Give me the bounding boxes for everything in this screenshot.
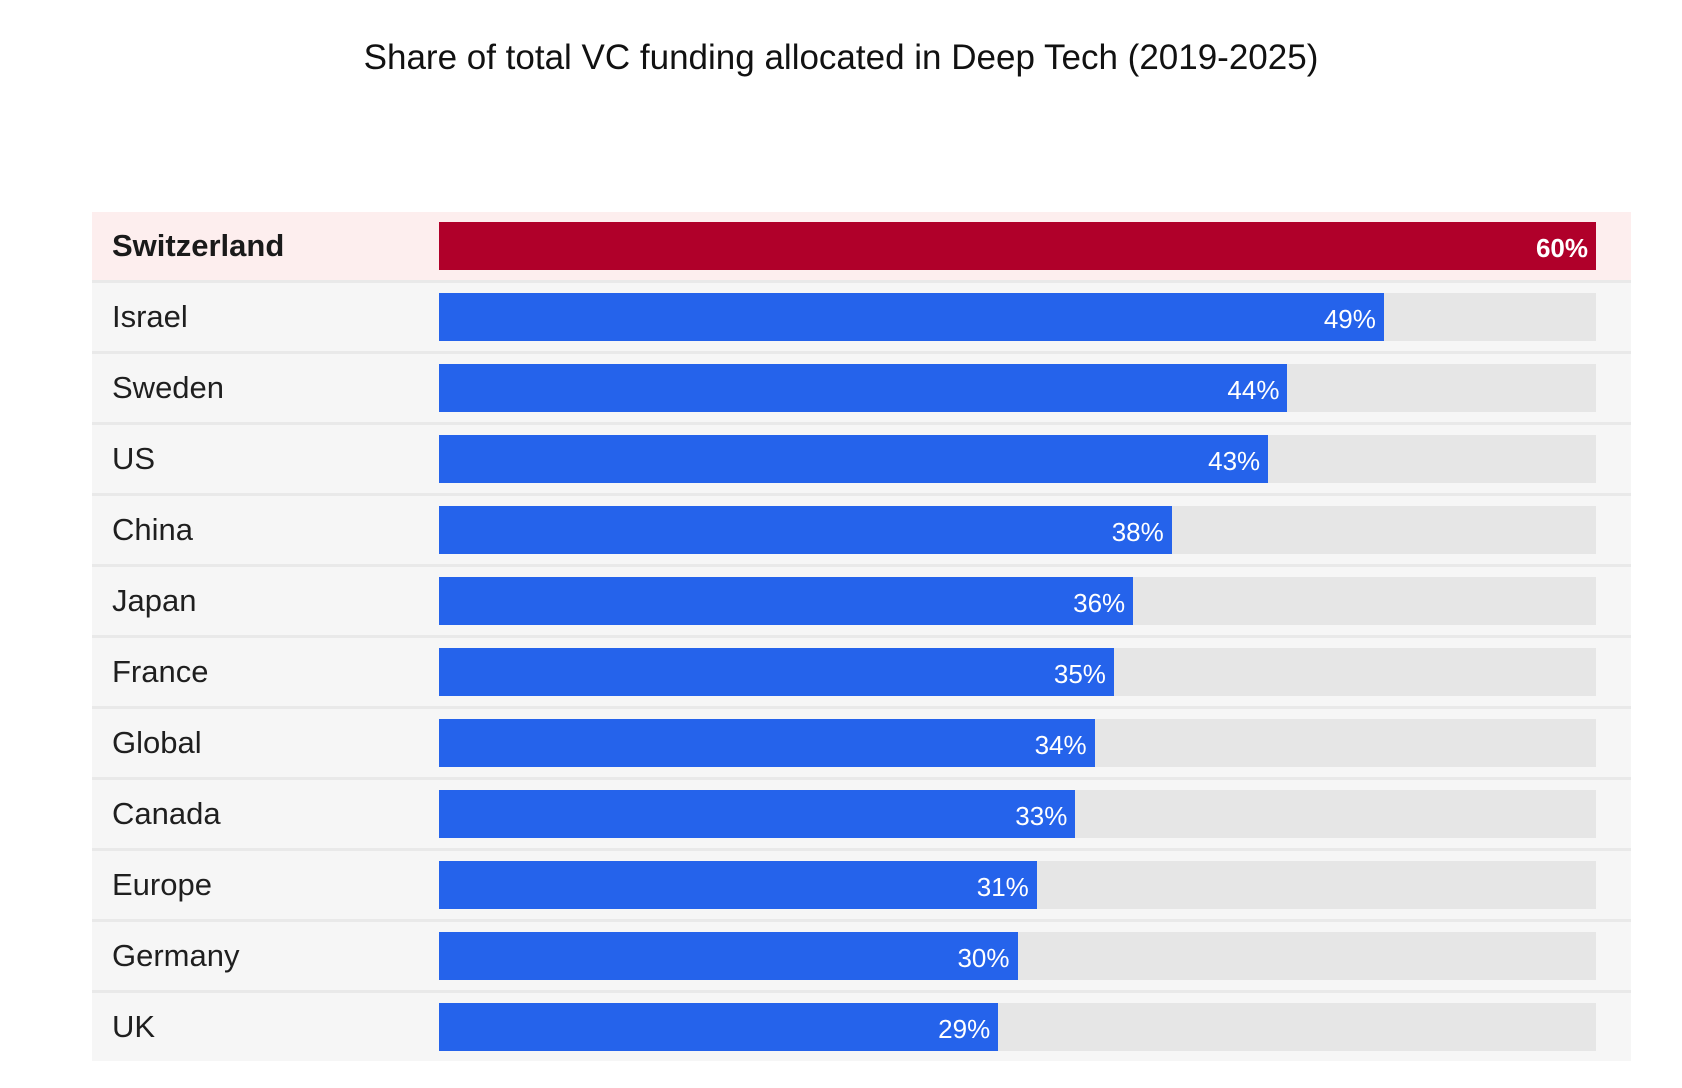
- bar: 33%: [439, 790, 1076, 838]
- bar: 44%: [439, 364, 1288, 412]
- value-label: 36%: [1073, 588, 1126, 618]
- bar-track: 29%: [439, 1003, 1596, 1051]
- bar: 35%: [439, 648, 1114, 696]
- chart-row-uk: UK 29%: [92, 993, 1631, 1061]
- chart-row-japan: Japan 36%: [92, 567, 1631, 638]
- bar-track: 49%: [439, 293, 1596, 341]
- chart-row-global: Global 34%: [92, 709, 1631, 780]
- bar: 36%: [439, 577, 1134, 625]
- value-label: 44%: [1227, 375, 1280, 405]
- bar-track: 33%: [439, 790, 1596, 838]
- value-label: 30%: [957, 943, 1010, 973]
- value-label: 33%: [1015, 801, 1068, 831]
- bar: 34%: [439, 719, 1095, 767]
- chart-row-switzerland: Switzerland 60%: [92, 212, 1631, 283]
- value-label: 29%: [938, 1014, 991, 1044]
- bar: 38%: [439, 506, 1172, 554]
- value-label: 60%: [1535, 233, 1588, 263]
- category-label: Switzerland: [112, 228, 285, 263]
- value-label: 34%: [1034, 730, 1087, 760]
- category-label: UK: [112, 1009, 156, 1044]
- chart-row-france: France 35%: [92, 638, 1631, 709]
- category-label: Germany: [112, 938, 240, 973]
- bar-track: 36%: [439, 577, 1596, 625]
- bar: 30%: [439, 932, 1018, 980]
- chart-row-germany: Germany 30%: [92, 922, 1631, 993]
- value-label: 35%: [1053, 659, 1106, 689]
- bar-track: 38%: [439, 506, 1596, 554]
- bar-track: 35%: [439, 648, 1596, 696]
- bar-track: 43%: [439, 435, 1596, 483]
- bar-track: 30%: [439, 932, 1596, 980]
- category-label: Sweden: [112, 370, 225, 405]
- chart-row-canada: Canada 33%: [92, 780, 1631, 851]
- category-label: Japan: [112, 583, 197, 618]
- category-label: Europe: [112, 867, 212, 902]
- bar: 60%: [439, 222, 1596, 270]
- category-label: Canada: [112, 796, 221, 831]
- value-label: 43%: [1208, 446, 1261, 476]
- chart-title: Share of total VC funding allocated in D…: [363, 38, 1319, 77]
- chart-row-china: China 38%: [92, 496, 1631, 567]
- category-label: China: [112, 512, 193, 547]
- bar: 31%: [439, 861, 1037, 909]
- bar: 29%: [439, 1003, 999, 1051]
- bar-track: 44%: [439, 364, 1596, 412]
- value-label: 38%: [1111, 517, 1164, 547]
- category-label: Israel: [112, 299, 188, 334]
- bar-track: 31%: [439, 861, 1596, 909]
- value-label: 49%: [1323, 304, 1376, 334]
- bar: 49%: [439, 293, 1384, 341]
- chart-row-israel: Israel 49%: [92, 283, 1631, 354]
- bar-track: 60%: [439, 222, 1596, 270]
- bar-track: 34%: [439, 719, 1596, 767]
- category-label: France: [112, 654, 209, 689]
- bar: 43%: [439, 435, 1269, 483]
- chart-row-europe: Europe 31%: [92, 851, 1631, 922]
- category-label: Global: [112, 725, 202, 760]
- chart-row-us: US 43%: [92, 425, 1631, 496]
- bar-chart: Switzerland 60% Israel 49% Sweden 44% US 43% Chi…: [92, 212, 1631, 1061]
- value-label: 31%: [976, 872, 1029, 902]
- chart-row-sweden: Sweden 44%: [92, 354, 1631, 425]
- category-label: US: [112, 441, 156, 476]
